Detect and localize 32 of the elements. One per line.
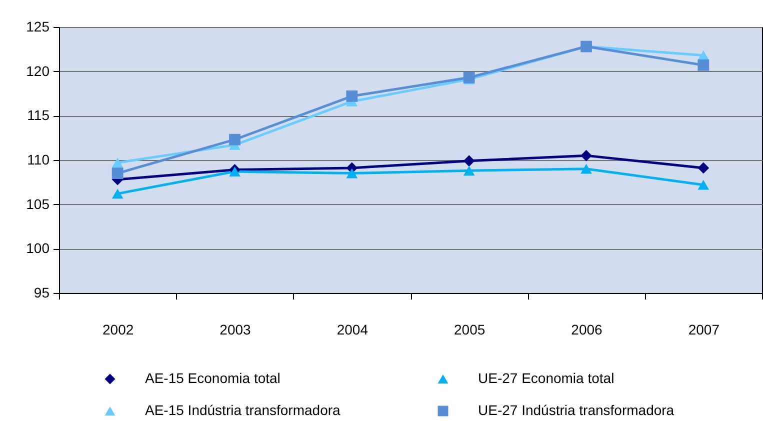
y-tick-label: 115 bbox=[27, 107, 50, 124]
x-tick-label: 2004 bbox=[336, 322, 368, 338]
y-tick-label: 120 bbox=[26, 62, 50, 79]
legend-label: AE-15 Indústria transformadora bbox=[145, 402, 341, 418]
x-tick-label: 2003 bbox=[220, 322, 252, 338]
point bbox=[698, 59, 710, 71]
y-tick-label: 125 bbox=[26, 18, 50, 34]
point bbox=[463, 166, 475, 176]
y-tick-label: 105 bbox=[26, 196, 50, 212]
point bbox=[580, 164, 592, 174]
y-tick-label: 110 bbox=[27, 152, 50, 168]
x-tick-label: 2005 bbox=[454, 322, 486, 338]
y-tick-label: 95 bbox=[34, 284, 50, 300]
x-tick-label: 2002 bbox=[102, 322, 134, 338]
x-tick-label: 2007 bbox=[688, 322, 720, 338]
legend-label: AE-15 Economia total bbox=[145, 370, 280, 386]
point bbox=[346, 90, 358, 102]
point bbox=[463, 72, 475, 84]
point bbox=[698, 162, 710, 174]
point bbox=[346, 168, 358, 178]
legend-label: UE-27 Indústria transformadora bbox=[478, 402, 674, 418]
point bbox=[698, 180, 710, 190]
point bbox=[229, 134, 240, 146]
x-tick-label: 2006 bbox=[571, 322, 603, 338]
point bbox=[112, 168, 124, 179]
point bbox=[112, 158, 124, 168]
y-tick-label: 100 bbox=[26, 240, 50, 256]
legend-label: UE-27 Economia total bbox=[478, 370, 614, 386]
point bbox=[580, 150, 592, 162]
point bbox=[229, 166, 240, 176]
point bbox=[463, 155, 475, 167]
point bbox=[112, 188, 124, 199]
